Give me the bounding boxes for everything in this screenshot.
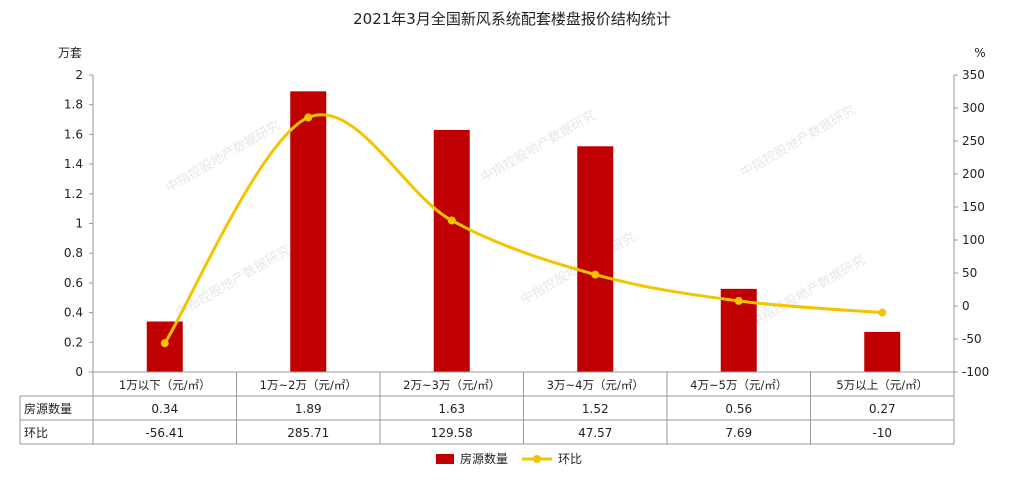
left-tick-label: 0.8 — [64, 246, 83, 260]
legend-label: 环比 — [558, 452, 582, 466]
table-cell-value: 7.69 — [725, 426, 752, 440]
category-label: 3万~4万（元/㎡） — [547, 378, 644, 392]
left-tick-label: 1.2 — [64, 187, 83, 201]
bar — [290, 91, 327, 373]
left-tick-label: 0.4 — [64, 306, 83, 320]
watermark-text: 中指控股地产数据研究 — [738, 103, 858, 181]
bar — [864, 331, 901, 372]
axes: 0 0.2 0.4 0.6 0.8 1 1.2 1.4 1.6 1.8 2 -100 -50 0 50 100… — [64, 68, 989, 379]
right-tick-label: 200 — [962, 167, 985, 181]
table-cell-value: -10 — [872, 426, 892, 440]
category-label: 1万以下（元/㎡） — [119, 378, 211, 392]
legend-bar-swatch — [436, 454, 454, 464]
table-cell-value: 129.58 — [431, 426, 473, 440]
left-tick-label: 1.6 — [64, 127, 83, 141]
left-tick-label: 2 — [75, 68, 83, 82]
line-point — [160, 339, 169, 348]
right-tick-label: -100 — [962, 365, 989, 379]
line-point — [447, 216, 456, 225]
bar — [433, 129, 470, 372]
left-tick-label: 1 — [75, 217, 83, 231]
chart-title: 2021年3月全国新风系统配套楼盘报价结构统计 — [353, 10, 671, 28]
watermark-text: 中指控股地产数据研究 — [163, 118, 283, 196]
table-cell-value: 0.56 — [725, 402, 752, 416]
line-point — [734, 296, 743, 305]
legend: 房源数量 环比 — [436, 451, 582, 466]
left-tick-label: 1.4 — [64, 157, 83, 171]
legend-line-marker — [533, 455, 541, 463]
right-axis-unit: % — [974, 46, 985, 60]
right-tick-label: 250 — [962, 134, 985, 148]
line-point — [591, 270, 600, 279]
right-tick-label: 100 — [962, 233, 985, 247]
right-tick-label: 350 — [962, 68, 985, 82]
table-cell-value: 1.89 — [295, 402, 322, 416]
line-series — [160, 113, 887, 348]
right-tick-label: 50 — [962, 266, 977, 280]
line-series-path — [163, 113, 883, 345]
right-tick-label: 0 — [962, 299, 970, 313]
category-label: 4万~5万（元/㎡） — [690, 378, 787, 392]
table-cell-value: 1.52 — [582, 402, 609, 416]
bar — [577, 146, 614, 372]
line-point — [304, 113, 313, 122]
legend-label: 房源数量 — [460, 451, 508, 466]
table-row-header: 房源数量 — [24, 401, 72, 416]
table-cell-value: 47.57 — [578, 426, 612, 440]
left-axis-unit: 万套 — [58, 46, 82, 60]
right-tick-label: 300 — [962, 101, 985, 115]
left-tick-label: 0.6 — [64, 276, 83, 290]
category-label: 5万以上（元/㎡） — [836, 378, 928, 392]
right-tick-label: -50 — [962, 332, 982, 346]
table-cell-value: -56.41 — [145, 426, 184, 440]
table-row-header: 环比 — [24, 426, 48, 440]
table-cell-value: 1.63 — [438, 402, 465, 416]
left-tick-label: 1.8 — [64, 98, 83, 112]
category-label: 2万~3万（元/㎡） — [403, 378, 500, 392]
table-cell-value: 0.34 — [151, 402, 178, 416]
watermark-group: 中指控股地产数据研究 中指控股地产数据研究 中指控股地产数据研究中指控股地产数据研究… — [163, 103, 868, 331]
left-tick-label: 0 — [75, 365, 83, 379]
left-tick-label: 0.2 — [64, 335, 83, 349]
data-table: 1万以下（元/㎡） 1万~2万（元/㎡） 2万~3万（元/㎡） 3万~4万（元/㎡） 4… — [19, 371, 955, 445]
category-label: 1万~2万（元/㎡） — [260, 378, 357, 392]
right-tick-label: 150 — [962, 200, 985, 214]
table-cell-value: 285.71 — [287, 426, 329, 440]
watermark-text: 中指控股地产数据研究 — [748, 253, 868, 331]
line-point — [878, 308, 887, 317]
watermark-text: 中指控股地产数据研究 — [173, 243, 293, 321]
table-cell-value: 0.27 — [869, 402, 896, 416]
